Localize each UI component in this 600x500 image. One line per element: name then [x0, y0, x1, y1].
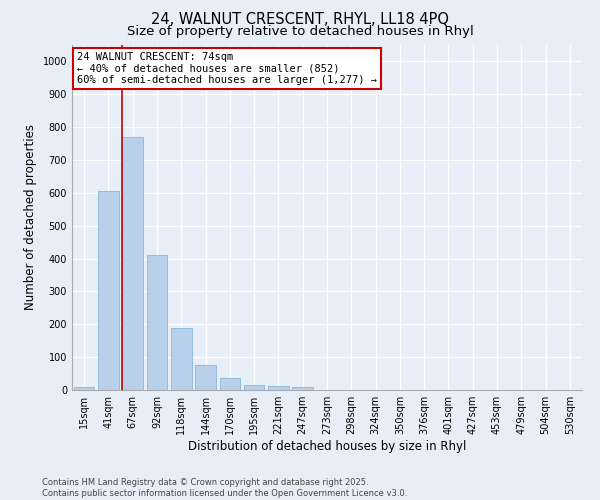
- Bar: [98, 191, 119, 390]
- Bar: [74, 386, 94, 390]
- X-axis label: Distribution of detached houses by size in Rhyl: Distribution of detached houses by size …: [188, 440, 466, 453]
- Bar: [195, 364, 216, 390]
- Bar: [220, 378, 240, 390]
- Text: 24 WALNUT CRESCENT: 74sqm
← 40% of detached houses are smaller (852)
60% of semi: 24 WALNUT CRESCENT: 74sqm ← 40% of detac…: [77, 52, 377, 85]
- Text: Size of property relative to detached houses in Rhyl: Size of property relative to detached ho…: [127, 25, 473, 38]
- Text: Contains HM Land Registry data © Crown copyright and database right 2025.
Contai: Contains HM Land Registry data © Crown c…: [42, 478, 407, 498]
- Text: 24, WALNUT CRESCENT, RHYL, LL18 4PQ: 24, WALNUT CRESCENT, RHYL, LL18 4PQ: [151, 12, 449, 28]
- Bar: [171, 328, 191, 390]
- Bar: [146, 254, 167, 390]
- Bar: [292, 386, 313, 390]
- Y-axis label: Number of detached properties: Number of detached properties: [24, 124, 37, 310]
- Bar: [244, 385, 265, 390]
- Bar: [268, 386, 289, 390]
- Bar: [122, 137, 143, 390]
